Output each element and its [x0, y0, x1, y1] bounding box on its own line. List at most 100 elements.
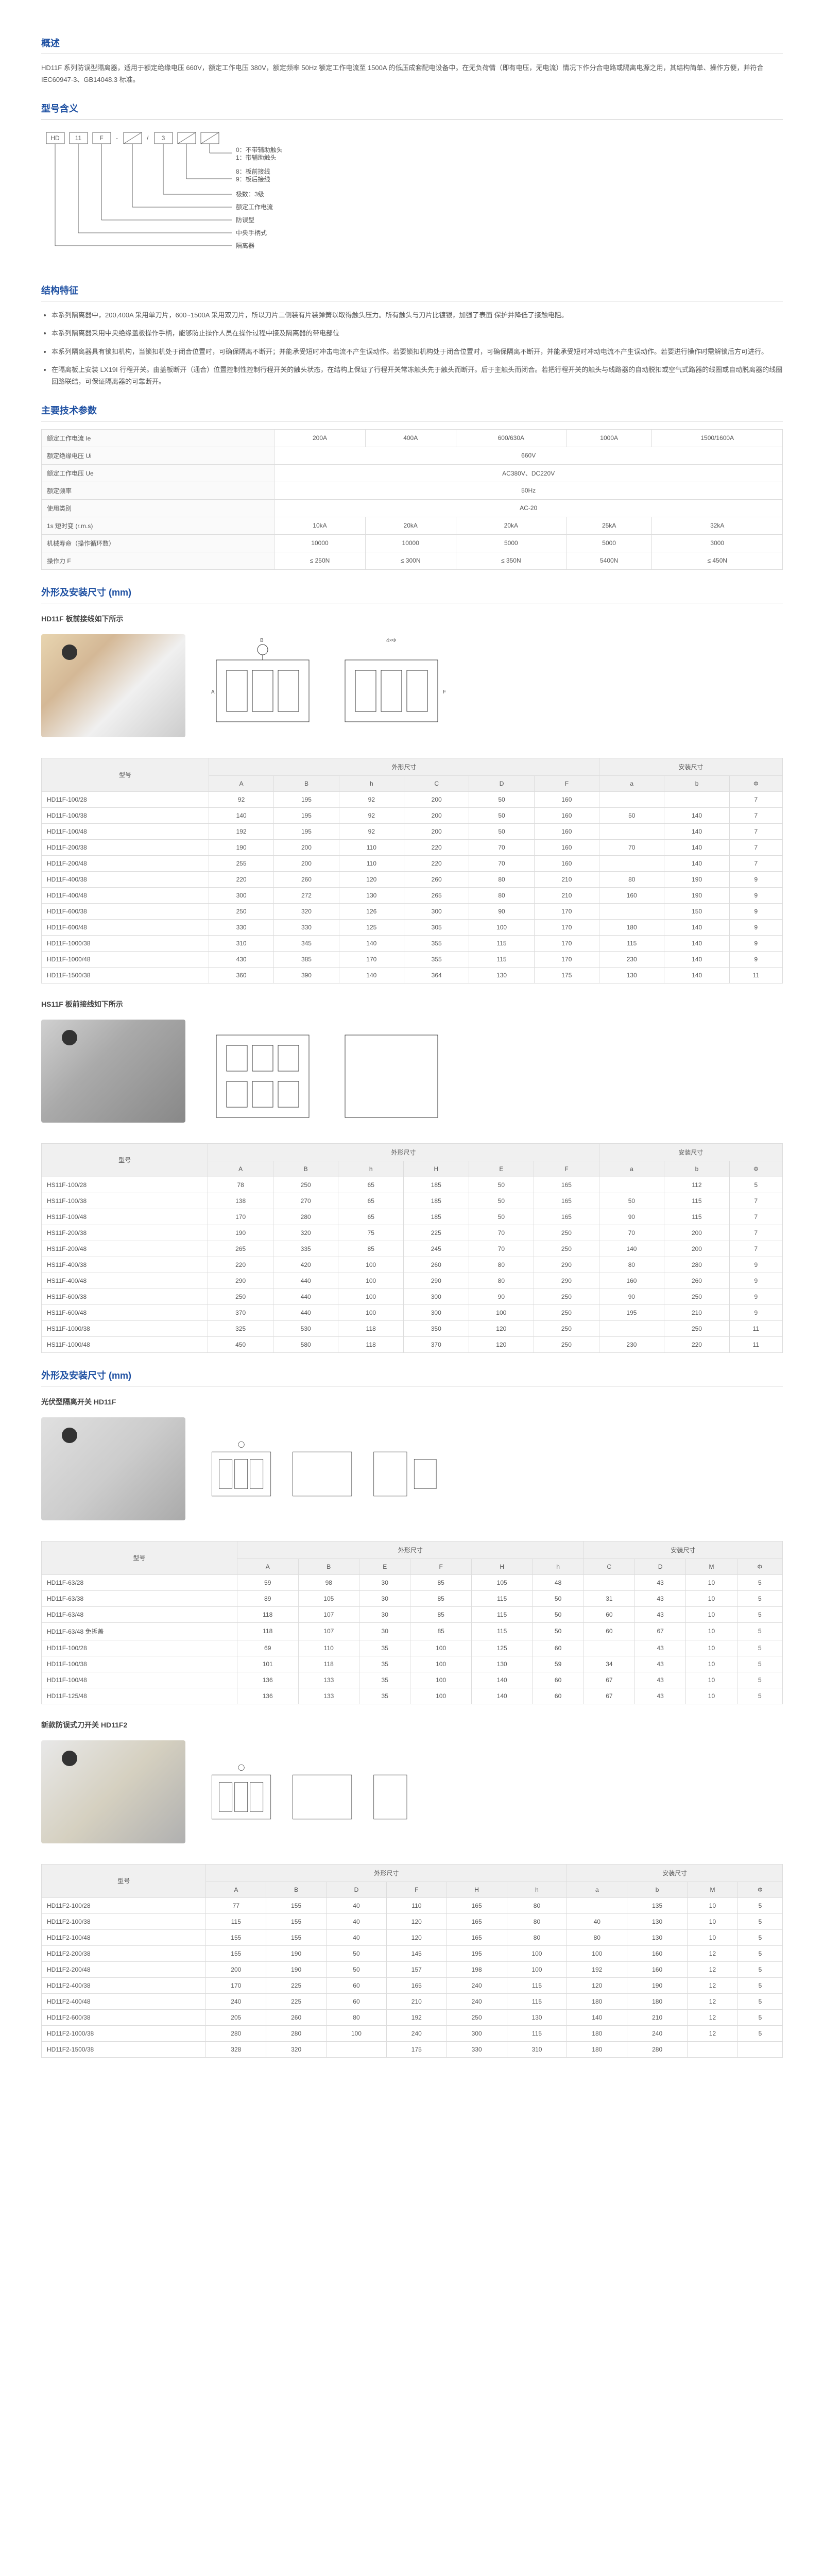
dim-cell: 115	[471, 1590, 533, 1606]
dim-cell: 190	[266, 1945, 327, 1961]
dim-cell: 65	[338, 1193, 404, 1209]
dim-cell: 105	[471, 1574, 533, 1590]
dim-cell: 43	[635, 1606, 686, 1622]
dim-cell: 355	[404, 935, 469, 951]
drawing-row: BA4×ΦF	[41, 634, 783, 748]
divider	[41, 119, 783, 120]
dim-cell: 165	[534, 1209, 599, 1225]
specs-table: 额定工作电流 Ie200A400A600/630A1000A1500/1600A…	[41, 429, 783, 570]
dim-cell: 100	[469, 919, 534, 935]
dim-cell: HD11F-200/38	[42, 839, 209, 855]
dim-cell: 5	[737, 1606, 782, 1622]
dims-title: 外形及安装尺寸 (mm)	[41, 585, 783, 599]
spec-label: 额定绝缘电压 Ui	[42, 447, 274, 464]
dim-cell: 250	[208, 1289, 273, 1304]
dim-cell: 5	[737, 1688, 782, 1704]
dim-cell: 9	[729, 1273, 782, 1289]
dim-cell: 160	[534, 807, 599, 823]
dim-header: D	[635, 1558, 686, 1574]
dim-cell: 100	[507, 1945, 567, 1961]
dim-cell: 140	[664, 807, 729, 823]
dim-cell: 100	[338, 1257, 404, 1273]
dim-cell	[599, 1320, 664, 1336]
dim-header: B	[298, 1558, 359, 1574]
dim-cell: 50	[599, 1193, 664, 1209]
dim-header: Φ	[729, 1161, 782, 1177]
overview-title: 概述	[41, 36, 783, 49]
product-photo	[41, 634, 185, 737]
dim-cell: 280	[266, 2025, 327, 2041]
dim-header: M	[688, 1882, 738, 1897]
dim-cell: HD11F2-100/38	[42, 1913, 206, 1929]
dim-cell: 7	[729, 1209, 782, 1225]
dim-cell: 65	[338, 1209, 404, 1225]
dim-cell: 140	[599, 1241, 664, 1257]
dim-cell: 310	[507, 2041, 567, 2057]
spec-value: 20kA	[365, 517, 456, 534]
feature-item: 在隔离板上安装 LX19I 行程开关。由盖板断开（通合）位置控制性控制行程开关的…	[52, 364, 783, 388]
dim-cell: 136	[237, 1672, 298, 1688]
dim-cell: 115	[507, 1993, 567, 2009]
dim-cell: 5	[737, 1574, 782, 1590]
dim-cell: 200	[664, 1225, 730, 1241]
dim-cell: 59	[237, 1574, 298, 1590]
dim-cell: 420	[273, 1257, 338, 1273]
dim-cell: 140	[664, 967, 729, 983]
dim-header: Φ	[737, 1558, 782, 1574]
dim-cell: 7	[729, 1241, 782, 1257]
dim-cell: 5	[737, 1913, 782, 1929]
dim-cell: 140	[339, 967, 404, 983]
dim-cell	[599, 903, 664, 919]
dim-cell: 10	[686, 1622, 737, 1640]
dim-cell: 195	[274, 791, 339, 807]
dim-cell: 115	[507, 1977, 567, 1993]
dim-cell: 195	[274, 823, 339, 839]
dim-cell: HD11F-200/48	[42, 855, 209, 871]
dim-cell: 98	[298, 1574, 359, 1590]
dim-cell: HD11F2-400/38	[42, 1977, 206, 1993]
dim-cell: 260	[404, 1257, 469, 1273]
spec-value: 5000	[566, 534, 652, 552]
dim-cell: 185	[404, 1209, 469, 1225]
dim-header: Φ	[729, 775, 782, 791]
dim-cell: 10	[686, 1574, 737, 1590]
dim-header: b	[664, 1161, 730, 1177]
svg-text:B: B	[260, 638, 264, 643]
dim-cell: 35	[359, 1672, 410, 1688]
svg-text:F: F	[99, 134, 103, 142]
dim-cell: 310	[209, 935, 273, 951]
dim-cell: 280	[206, 2025, 266, 2041]
dim-cell: 185	[404, 1177, 469, 1193]
dim-header: A	[237, 1558, 298, 1574]
svg-text:隔离器: 隔离器	[236, 242, 254, 249]
dim-cell: 60	[533, 1688, 583, 1704]
dim-cell: 180	[567, 2041, 627, 2057]
dim-header: F	[534, 1161, 599, 1177]
spec-value: ≤ 450N	[652, 552, 783, 569]
dim-cell: HS11F-400/48	[42, 1273, 208, 1289]
dim-cell: 185	[404, 1193, 469, 1209]
dim-cell: 50	[469, 791, 534, 807]
dim-cell: 280	[627, 2041, 688, 2057]
dim-cell: 10	[686, 1590, 737, 1606]
dim-cell: 80	[469, 1273, 534, 1289]
dim-cell: 250	[534, 1289, 599, 1304]
dim-cell: 160	[534, 855, 599, 871]
dim-cell: 345	[274, 935, 339, 951]
dim-cell: 140	[664, 919, 729, 935]
feature-item: 本系列隔离器中，200,400A 采用单刀片，600~1500A 采用双刀片，所…	[52, 309, 783, 321]
pv-title: 外形及安装尺寸 (mm)	[41, 1368, 783, 1382]
spec-value: 20kA	[456, 517, 566, 534]
dim-cell: 180	[599, 919, 664, 935]
dim-cell: 580	[273, 1336, 338, 1352]
dim-cell: 10	[686, 1656, 737, 1672]
dim-cell: 80	[507, 1913, 567, 1929]
dim-cell: 220	[664, 1336, 730, 1352]
dim-header: b	[627, 1882, 688, 1897]
dim-cell: 210	[664, 1304, 730, 1320]
spec-value: 400A	[365, 429, 456, 447]
dim-cell: 290	[208, 1273, 273, 1289]
dim-cell: 115	[664, 1193, 730, 1209]
dim-cell: 30	[359, 1622, 410, 1640]
dim-header: h	[339, 775, 404, 791]
